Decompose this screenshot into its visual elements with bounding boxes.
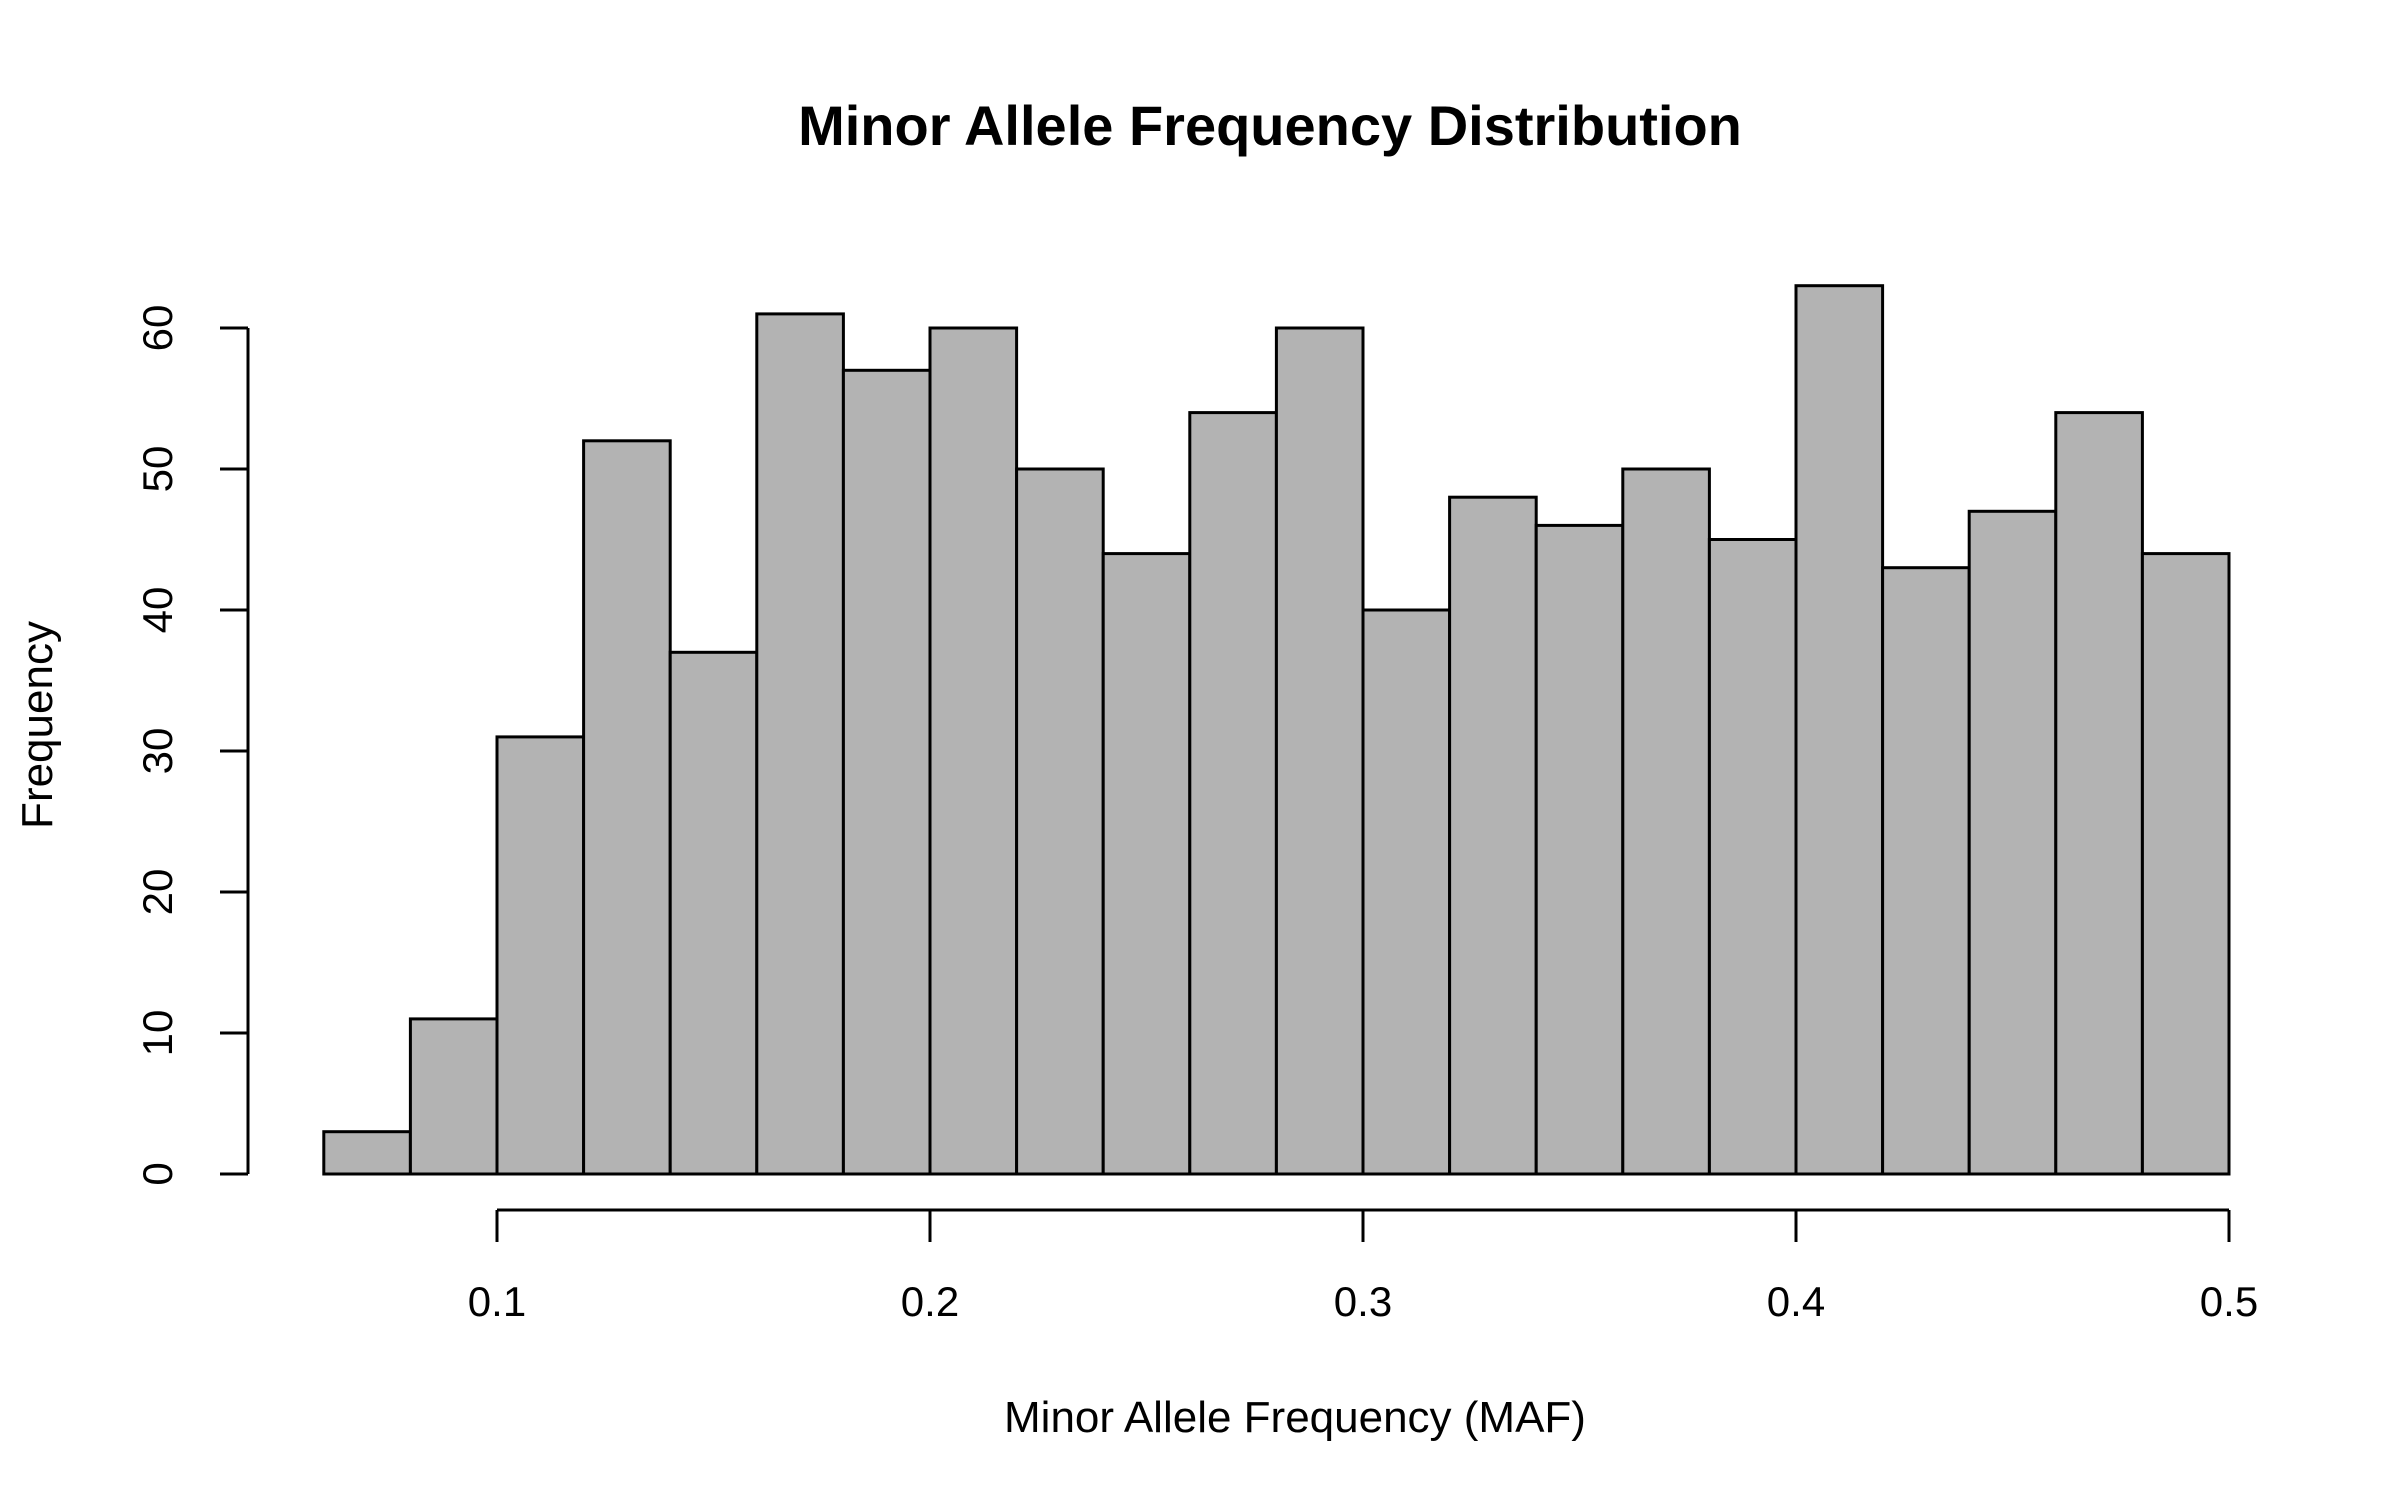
bar-13	[1448, 495, 1538, 1176]
bar-14	[1534, 523, 1625, 1176]
x-axis-label: Minor Allele Frequency (MAF)	[1004, 1393, 1586, 1442]
bar-4	[668, 650, 759, 1176]
bar-0	[322, 1130, 412, 1176]
bar-6	[841, 368, 932, 1176]
bar-21	[2140, 552, 2231, 1176]
y-axis-label: Frequency	[13, 621, 62, 829]
y-tick-label-1: 10	[134, 1010, 181, 1057]
y-tick-label-2: 20	[134, 869, 181, 916]
y-axis: 0 10 20 30 40 50 60	[134, 305, 250, 1186]
bar-7	[928, 326, 1019, 1176]
bar-8	[1015, 467, 1105, 1176]
bar-19	[1967, 509, 2058, 1176]
bar-11	[1274, 326, 1365, 1176]
bars-group	[322, 284, 2231, 1176]
bar-10	[1188, 411, 1278, 1176]
y-tick-label-4: 40	[134, 587, 181, 634]
x-tick-label-3: 0.4	[1767, 1278, 1825, 1325]
x-axis: 0.1 0.2 0.3 0.4 0.5	[468, 1208, 2258, 1325]
bar-3	[582, 439, 672, 1176]
bar-15	[1621, 467, 1711, 1176]
bar-2	[495, 735, 586, 1176]
bar-16	[1707, 538, 1798, 1176]
bar-18	[1881, 566, 1971, 1176]
bar-17	[1794, 284, 1885, 1176]
bar-5	[755, 312, 845, 1176]
x-tick-label-4: 0.5	[2200, 1278, 2258, 1325]
bar-9	[1101, 552, 1192, 1176]
y-tick-label-6: 60	[134, 305, 181, 352]
y-tick-label-5: 50	[134, 446, 181, 493]
x-tick-label-1: 0.2	[901, 1278, 959, 1325]
y-tick-label-3: 30	[134, 728, 181, 775]
bar-20	[2054, 411, 2144, 1176]
bar-1	[408, 1017, 499, 1176]
chart-title: Minor Allele Frequency Distribution	[798, 94, 1742, 157]
bar-12	[1361, 608, 1452, 1176]
x-tick-label-0: 0.1	[468, 1278, 526, 1325]
y-tick-label-0: 0	[134, 1162, 181, 1185]
x-tick-label-2: 0.3	[1334, 1278, 1392, 1325]
